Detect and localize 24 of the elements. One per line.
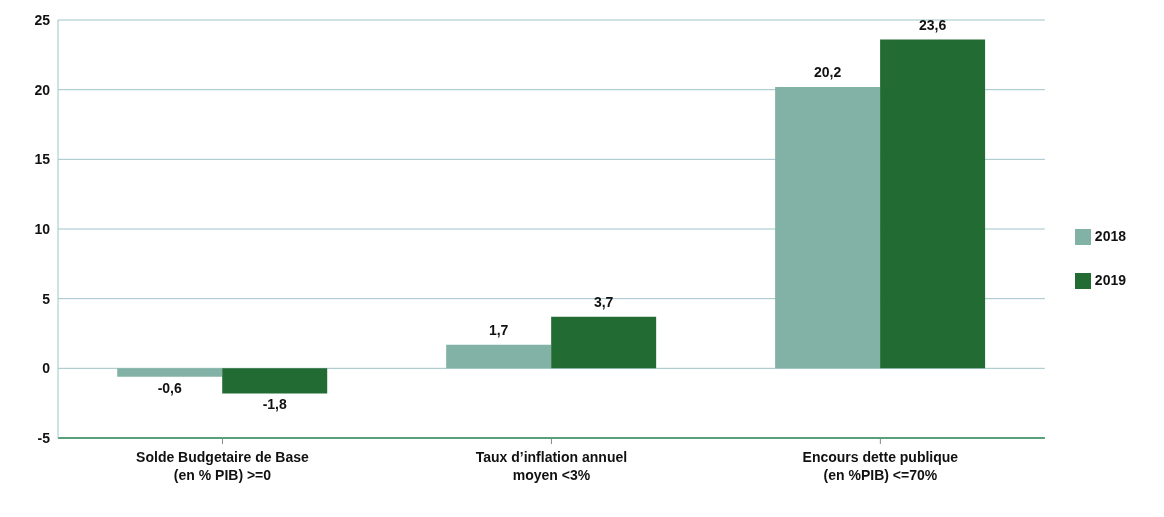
legend-label: 2018 — [1094, 228, 1126, 244]
bar — [551, 316, 657, 369]
y-tick-label: -5 — [37, 429, 51, 446]
y-tick-label: 10 — [34, 220, 51, 237]
x-tick-label: Taux d’inflation annuel moyen <3% — [475, 449, 628, 483]
x-tick-label: Encours dette publique (en %PIB) <=70% — [802, 449, 959, 483]
data-label: 3,7 — [593, 293, 614, 310]
data-label: -0,6 — [157, 379, 182, 396]
data-label: 1,7 — [488, 321, 509, 338]
data-label: 23,6 — [918, 16, 947, 33]
y-tick-label: 25 — [34, 11, 51, 28]
bar — [222, 368, 328, 394]
bar — [117, 368, 223, 377]
bar — [880, 39, 986, 369]
legend-label: 2019 — [1094, 272, 1126, 288]
y-tick-label: 5 — [42, 290, 51, 307]
y-tick-label: 0 — [42, 360, 51, 377]
y-tick-label: 15 — [34, 151, 51, 168]
data-label: 20,2 — [813, 63, 842, 80]
data-label: -1,8 — [262, 396, 287, 413]
bar — [775, 86, 881, 369]
x-tick-label: Solde Budgetaire de Base (en % PIB) >=0 — [136, 449, 310, 483]
y-tick-label: 20 — [34, 81, 51, 98]
bar — [446, 344, 552, 369]
